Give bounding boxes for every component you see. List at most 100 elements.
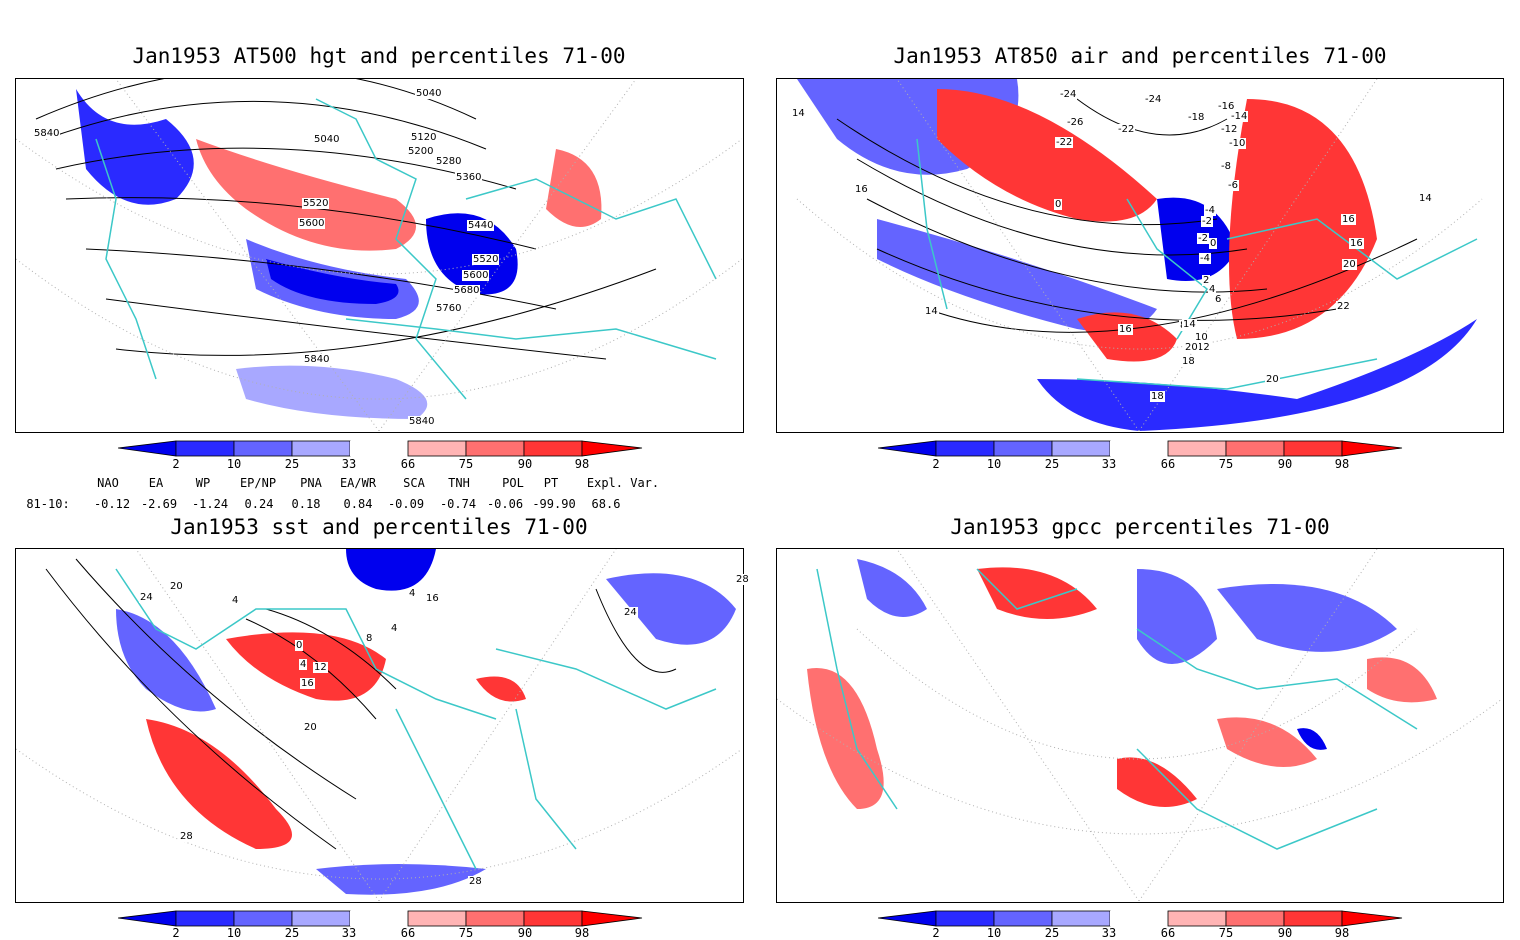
index-values-row: 81-10: -0.12 -2.69 -1.24 0.24 0.18 0.84 …: [0, 497, 760, 513]
contour-label: 2: [1202, 275, 1211, 286]
colorbar-segment: [407, 910, 467, 927]
tick-label: 66: [400, 457, 416, 471]
tick-label: 2: [932, 926, 940, 940]
contour-label: 4: [299, 659, 308, 670]
index-name: SCA: [403, 476, 425, 490]
index-value: 0.18: [291, 497, 321, 511]
anom-pos-sahara: [1117, 757, 1197, 807]
anom-neg-south: [316, 864, 486, 895]
tick-label: 66: [400, 926, 416, 940]
panel-title-hgt500: Jan1953 AT500 hgt and percentiles 71-00: [132, 44, 626, 68]
tick-label: 90: [1277, 926, 1293, 940]
contour-label: 28: [735, 574, 750, 585]
contour-label: 0: [295, 640, 304, 651]
tick-label: 2: [172, 926, 180, 940]
tick-label: 90: [517, 926, 533, 940]
contour-label: 4: [1208, 284, 1217, 295]
map-gpcc: [776, 548, 1504, 903]
tick-label: 66: [1160, 926, 1176, 940]
tick-label: 25: [1044, 926, 1060, 940]
contour-label: 4: [390, 623, 399, 634]
tick-label: 75: [1218, 926, 1234, 940]
contour-label: -12: [1220, 124, 1239, 135]
index-value: 0.24: [244, 497, 274, 511]
contour-label: 6: [1214, 294, 1223, 305]
colorbar-segment: [233, 910, 293, 927]
colorbar-segment: [175, 440, 235, 457]
anom-pos-greenland: [977, 567, 1097, 619]
map-hgt500-canvas: [16, 79, 742, 431]
anom-neg-europe: [1137, 569, 1217, 664]
tick-label: 2: [172, 457, 180, 471]
index-value: -2.69: [140, 497, 178, 511]
tick-label: 10: [986, 457, 1002, 471]
anom-neg-pacific: [606, 573, 736, 645]
tick-label: 75: [458, 457, 474, 471]
map-sst: [15, 548, 744, 903]
contour-label: -2: [1201, 216, 1213, 227]
anom-pos-med: [1077, 312, 1177, 362]
tick-label: 66: [1160, 457, 1176, 471]
contour-label: -16: [1217, 101, 1236, 112]
index-value: -0.12: [93, 497, 131, 511]
contour-label: 5680: [453, 285, 481, 296]
anom-pos-med: [476, 676, 526, 702]
contour-label: -18: [1187, 112, 1206, 123]
colorbar-low-cap: [877, 910, 937, 927]
map-hgt500: [15, 78, 744, 433]
colorbar-segment: [233, 440, 293, 457]
contour-label: 5600: [462, 270, 490, 281]
colorbar-low-cap: [117, 440, 177, 457]
anom-neg-south: [1037, 319, 1477, 431]
colorbar-segment: [993, 910, 1053, 927]
index-value: -1.24: [191, 497, 229, 511]
tick-label: 98: [1334, 926, 1350, 940]
colorbar-low-cap: [877, 440, 937, 457]
tick-label: 98: [574, 457, 590, 471]
colorbar-labels-sst: 2 10 25 33 66 75 90 98: [118, 926, 643, 940]
contour-label: -22: [1117, 124, 1136, 135]
index-value: -0.09: [387, 497, 425, 511]
contour-label: 20: [1184, 342, 1199, 353]
anom-pos-mideast: [1217, 717, 1317, 767]
anom-pos-russia: [546, 149, 602, 227]
panel-title-air850: Jan1953 AT850 air and percentiles 71-00: [893, 44, 1387, 68]
colorbar-segment: [1283, 910, 1343, 927]
colorbar-segment: [1051, 440, 1111, 457]
anom-neg-africa: [236, 365, 428, 419]
index-value: -0.06: [486, 497, 524, 511]
colorbar-segment: [1051, 910, 1111, 927]
colorbar-segment: [350, 911, 408, 926]
map-air850-canvas: [777, 79, 1502, 431]
colorbar-segment: [1110, 441, 1168, 456]
contour-label: 5040: [415, 88, 443, 99]
index-value: 68.6: [591, 497, 621, 511]
index-value: -0.74: [439, 497, 477, 511]
colorbar-segment: [523, 910, 583, 927]
colorbar-low-cap: [117, 910, 177, 927]
contour-label: 5840: [408, 416, 436, 427]
contour-label: 4: [231, 595, 240, 606]
colorbar-segment: [1283, 440, 1343, 457]
contour-label: -24: [1144, 94, 1163, 105]
tick-label: 33: [341, 457, 357, 471]
contour-label: 14: [1182, 319, 1197, 330]
colorbar-segment: [465, 440, 525, 457]
contour-label: -4: [1204, 205, 1216, 216]
contour-label: 16: [1118, 324, 1133, 335]
colorbar-high-cap: [581, 440, 643, 457]
index-name: WP: [195, 476, 211, 490]
contour-label: 28: [468, 876, 483, 887]
anom-neg-midlat: [877, 219, 1157, 332]
colorbar-labels-air850: 2 10 25 33 66 75 90 98: [878, 457, 1403, 473]
contour-label: 4: [408, 588, 417, 599]
contour-label: 5360: [455, 172, 483, 183]
contour-label: 5520: [302, 198, 330, 209]
anom-pos-atlantic: [196, 139, 416, 251]
index-name: PNA: [300, 476, 322, 490]
tick-label: 25: [284, 926, 300, 940]
index-name: TNH: [448, 476, 470, 490]
contour-label: 24: [623, 607, 638, 618]
colorbar-segment: [1225, 910, 1285, 927]
colorbar-segment: [407, 440, 467, 457]
